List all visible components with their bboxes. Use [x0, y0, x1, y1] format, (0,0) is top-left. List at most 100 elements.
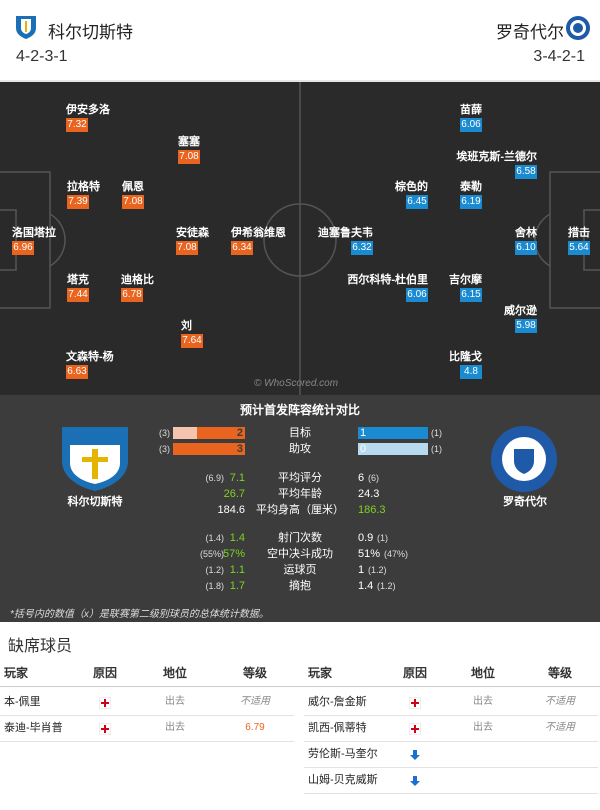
player-rating: 7.39 [67, 195, 89, 209]
away-value: 0 [360, 443, 367, 455]
away-formation: 3-4-2-1 [533, 48, 585, 65]
away-value: 0.9 [358, 532, 374, 544]
home-bar [173, 443, 245, 455]
reason-icon [98, 696, 112, 710]
player-rating: 6.78 [121, 288, 143, 302]
away-value: 24.3 [358, 488, 380, 500]
home-value: 57% [222, 548, 245, 560]
status: 出去 [473, 696, 493, 707]
player-rating: 5.98 [515, 319, 537, 333]
reason-icon [409, 748, 421, 760]
player-rating: 6.58 [515, 165, 537, 179]
status: 出去 [165, 722, 185, 733]
home-bar [197, 427, 245, 439]
home-team-label: 科尔切斯特 [67, 496, 123, 508]
player-name: 棕色的 [395, 181, 428, 193]
column-header: 等级 [547, 666, 572, 680]
row-line [304, 793, 598, 794]
player-name: 塞塞 [178, 136, 200, 148]
player-name: 洛国塔拉 [12, 227, 56, 239]
player-rating: 6.34 [231, 241, 253, 255]
watermark: © WhoScored.com [254, 378, 339, 389]
player-name: 措击 [568, 227, 590, 239]
player-name: 刘 [181, 320, 192, 332]
footnote: *括号内的数值（x）是联赛第二级别球员的总体统计数据。 [10, 609, 269, 620]
column-header: 玩家 [308, 666, 333, 680]
home-formation: 4-2-3-1 [16, 48, 68, 65]
player: 凯西-佩蒂特 [308, 722, 367, 734]
player-name: 文森特-杨 [66, 351, 114, 363]
player: 威尔-詹金斯 [308, 696, 367, 708]
reason-icon [408, 722, 422, 736]
pitch-lines [0, 82, 600, 395]
away-value: 1 [360, 427, 367, 439]
stat-label: 平均评分 [278, 472, 322, 484]
home-prev: (1.4) [205, 533, 224, 543]
player-rating: 7.44 [67, 288, 89, 302]
home-team: 科尔切斯特 [48, 23, 133, 42]
stats-title: 预计首发阵容统计对比 [239, 403, 360, 417]
player: 山姆-贝克威斯 [308, 774, 378, 786]
stat-label: 平均身高（厘米） [256, 504, 344, 516]
player-name: 埃班克斯-兰德尔 [456, 151, 537, 163]
player-rating: 6.96 [12, 241, 34, 255]
player-name: 舍林 [515, 227, 537, 239]
home-prev: (3) [159, 428, 170, 438]
pitch: © WhoScored.com 伊安多洛 7.32 塞塞 7.08 拉格特 7.39 佩恩 7… [0, 82, 600, 395]
stat-label: 空中决斗成功 [267, 548, 333, 560]
player-rating: 7.08 [178, 150, 200, 164]
player-rating: 7.08 [176, 241, 198, 255]
away-team: 罗奇代尔 [496, 23, 564, 42]
player-rating: 6.06 [406, 288, 428, 302]
row-line [304, 715, 598, 716]
home-prev: (6.9) [205, 473, 224, 483]
column-header: 原因 [402, 666, 427, 680]
away-prev: (1) [431, 444, 442, 454]
player-name: 比隆戈 [449, 351, 482, 363]
home-value: 26.7 [223, 488, 245, 500]
row-line [304, 767, 598, 768]
column-header: 等级 [242, 666, 267, 680]
home-value: 1.1 [229, 564, 245, 576]
reason-icon [98, 722, 112, 736]
row-line [0, 715, 294, 716]
player-rating: 4.8 [460, 365, 482, 379]
home-prev: (1.8) [205, 581, 224, 591]
away-crest [491, 426, 557, 492]
away-value: 6 [358, 472, 365, 484]
player-rating: 7.64 [181, 334, 203, 348]
away-prev: (1.2) [377, 581, 396, 591]
home-value: 3 [236, 443, 243, 455]
stat-label: 目标 [289, 427, 311, 439]
away-team-label: 罗奇代尔 [503, 496, 547, 508]
player-rating: 6.32 [351, 241, 373, 255]
absent-title: 缺席球员 [8, 638, 73, 655]
reason-icon [409, 774, 421, 786]
away-prev: (1) [431, 428, 442, 438]
home-prev: (3) [159, 444, 170, 454]
stat-label: 摘抱 [289, 580, 311, 592]
player-rating: 7.08 [122, 195, 144, 209]
player-name: 苗薛 [460, 104, 482, 116]
player: 本-佩里 [4, 696, 41, 708]
home-value: 184.6 [217, 504, 245, 516]
player-name: 伊安多洛 [66, 104, 110, 116]
column-header: 地位 [162, 666, 187, 680]
stat-label: 助攻 [289, 443, 311, 455]
away-track [358, 443, 428, 455]
column-header: 玩家 [4, 666, 29, 680]
player-name: 佩恩 [122, 181, 144, 193]
home-value: 1.7 [229, 580, 245, 592]
stat-label: 射门次数 [278, 532, 322, 544]
divider [0, 80, 600, 82]
player-rating: 6.10 [515, 241, 537, 255]
player-name: 泰勒 [460, 181, 482, 193]
column-header: 原因 [92, 666, 117, 680]
player-rating: 6.15 [460, 288, 482, 302]
player: 劳伦斯-马奎尔 [308, 748, 378, 760]
player-rating: 7.32 [66, 118, 88, 132]
player-name: 拉格特 [67, 181, 100, 193]
away-prev: (1) [377, 533, 388, 543]
column-header: 地位 [470, 666, 495, 680]
